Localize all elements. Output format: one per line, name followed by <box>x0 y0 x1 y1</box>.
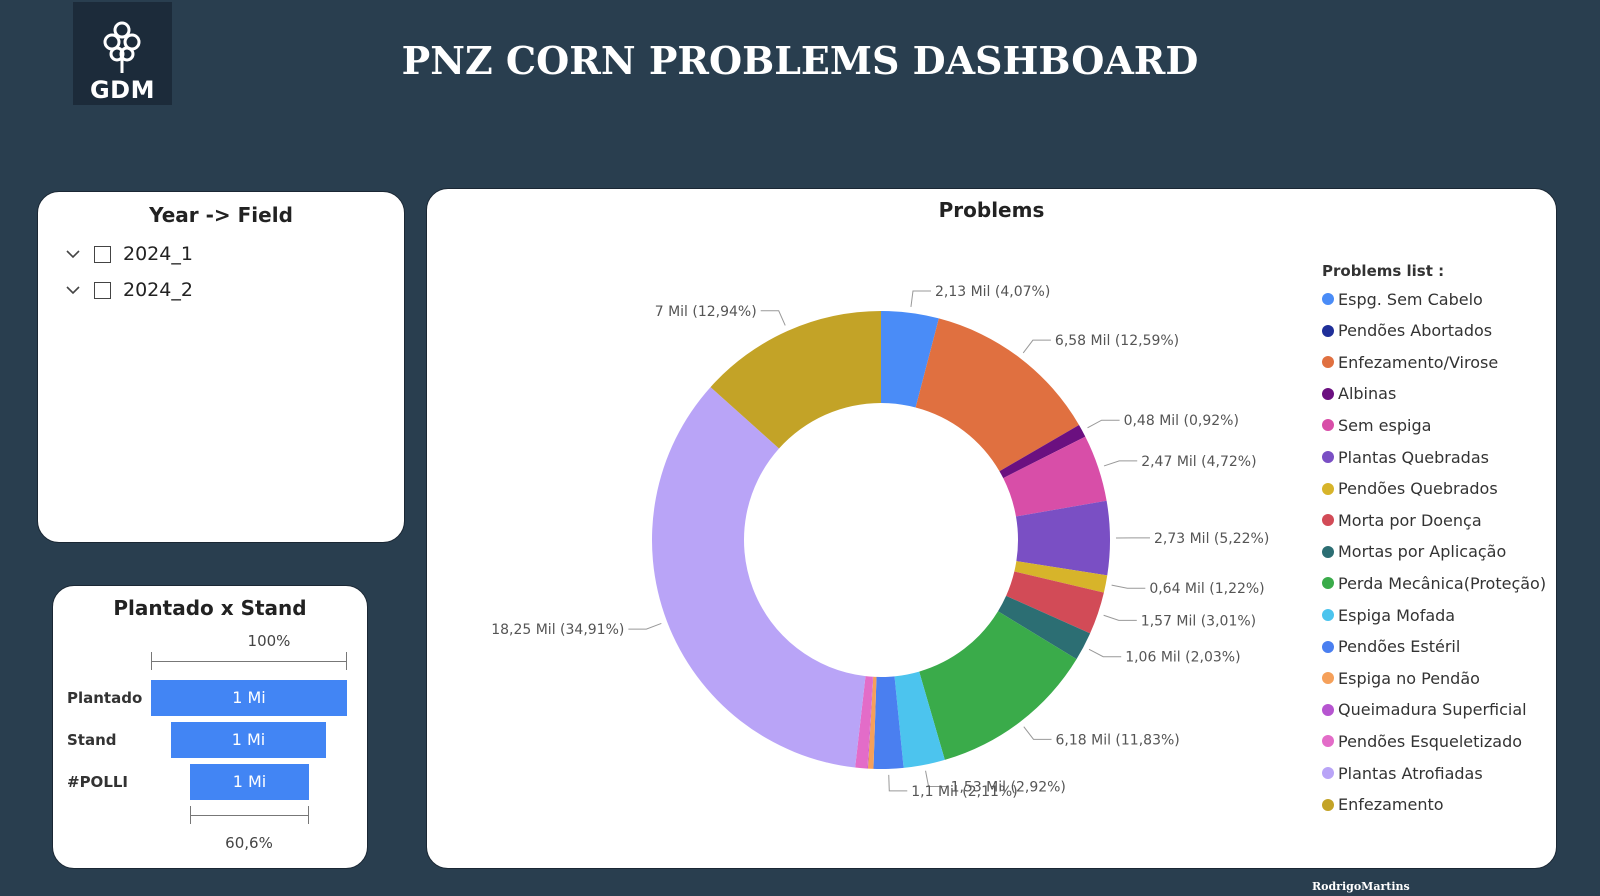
funnel-bar-plantado[interactable]: 1 Mi <box>151 680 347 716</box>
legend-item[interactable]: Morta por Doença <box>1322 509 1482 531</box>
slicer-item-label: 2024_2 <box>123 279 193 301</box>
legend-item[interactable]: Espiga no Pendão <box>1322 667 1480 689</box>
legend-item[interactable]: Pendões Esqueletizado <box>1322 730 1522 752</box>
legend-item-label: Espg. Sem Cabelo <box>1338 289 1483 309</box>
legend-item[interactable]: Enfezamento/Virose <box>1322 351 1498 373</box>
gdm-logo: GDM <box>73 2 172 105</box>
legend-dot-icon <box>1322 545 1334 558</box>
legend-dot-icon <box>1322 387 1334 400</box>
legend-item-label: Pendões Quebrados <box>1338 479 1498 499</box>
dashboard-title: PNZ CORN PROBLEMS DASHBOARD <box>401 38 1199 83</box>
funnel-label-plantado: Plantado <box>67 689 143 707</box>
legend-dot-icon <box>1322 767 1334 779</box>
legend-item-label: Espiga Mofada <box>1338 605 1456 625</box>
legend-title: Problems list : <box>1322 262 1445 280</box>
funnel-bar-stand[interactable]: 1 Mi <box>171 722 326 758</box>
legend-item[interactable]: Queimadura Superficial <box>1322 699 1527 721</box>
legend-dot-icon <box>1322 672 1334 685</box>
legend-item[interactable]: Plantas Atrofiadas <box>1322 762 1483 784</box>
funnel-top-bracket <box>151 652 347 670</box>
legend-item-label: Espiga no Pendão <box>1338 668 1480 688</box>
legend-dot-icon <box>1322 419 1334 432</box>
legend-item-label: Mortas por Aplicação <box>1338 542 1507 562</box>
legend-item[interactable]: Pendões Estéril <box>1322 636 1460 658</box>
legend-item-label: Pendões Abortados <box>1338 321 1493 341</box>
legend-item[interactable]: Albinas <box>1322 383 1396 405</box>
legend-item-label: Enfezamento/Virose <box>1338 352 1499 372</box>
legend-dot-icon <box>1322 703 1334 716</box>
funnel-label-polli: #POLLI <box>67 773 129 791</box>
chevron-down-icon[interactable] <box>64 281 82 299</box>
legend-item-label: Enfezamento <box>1338 795 1444 815</box>
legend-item[interactable]: Espg. Sem Cabelo <box>1322 288 1483 310</box>
slicer-item-2024-2[interactable]: 2024_2 <box>64 276 193 304</box>
legend-item[interactable]: Pendões Quebrados <box>1322 478 1498 500</box>
legend-item-label: Perda Mecânica(Proteção) <box>1338 573 1547 593</box>
legend-dot-icon <box>1322 451 1334 463</box>
chart-title: Problems <box>938 198 1045 222</box>
plantado-stand-funnel: Plantado x Stand 100% Plantado 1 Mi Stan… <box>52 585 368 869</box>
legend-dot-icon <box>1322 798 1334 811</box>
footer-credit: RodrigoMartins <box>1312 880 1410 893</box>
legend-dot-icon <box>1322 735 1334 748</box>
funnel-bottom-pct: 60,6% <box>225 834 273 852</box>
legend-item-label: Pendões Esqueletizado <box>1338 731 1523 751</box>
legend-item[interactable]: Sem espiga <box>1322 414 1431 436</box>
legend-item[interactable]: Plantas Quebradas <box>1322 446 1489 468</box>
legend-dot-icon <box>1322 324 1334 337</box>
legend-item[interactable]: Perda Mecânica(Proteção) <box>1322 572 1546 594</box>
legend-item[interactable]: Mortas por Aplicação <box>1322 541 1506 563</box>
legend-dot-icon <box>1322 293 1334 305</box>
chevron-down-icon[interactable] <box>64 245 82 263</box>
slicer-item-label: 2024_1 <box>123 243 193 265</box>
legend-dot-icon <box>1322 640 1334 653</box>
legend-item[interactable]: Enfezamento <box>1322 794 1444 816</box>
legend-item-label: Queimadura Superficial <box>1338 700 1527 720</box>
funnel-top-pct: 100% <box>247 632 291 650</box>
legend-dot-icon <box>1322 356 1334 369</box>
checkbox[interactable] <box>94 245 111 263</box>
slicer-item-2024-1[interactable]: 2024_1 <box>64 240 193 268</box>
funnel-label-stand: Stand <box>67 731 117 749</box>
legend-dot-icon <box>1322 577 1334 590</box>
funnel-bottom-bracket <box>190 806 309 824</box>
legend-item-label: Morta por Doença <box>1338 510 1482 530</box>
year-field-slicer: Year -> Field 2024_1 2024_2 <box>37 191 405 543</box>
legend-item-label: Albinas <box>1338 384 1397 404</box>
logo-tree-icon <box>103 21 141 73</box>
legend-item-label: Plantas Atrofiadas <box>1338 763 1483 783</box>
legend-item[interactable]: Pendões Abortados <box>1322 320 1492 342</box>
funnel-title: Plantado x Stand <box>113 596 307 620</box>
funnel-bar-polli[interactable]: 1 Mi <box>190 764 309 800</box>
logo-text: GDM <box>89 76 155 104</box>
legend-dot-icon <box>1322 609 1334 621</box>
legend-dot-icon <box>1322 482 1334 495</box>
slicer-title: Year -> Field <box>149 203 293 227</box>
legend-dot-icon <box>1322 514 1334 527</box>
legend-item-label: Pendões Estéril <box>1338 637 1461 657</box>
checkbox[interactable] <box>94 281 111 299</box>
legend-item[interactable]: Espiga Mofada <box>1322 604 1455 626</box>
legend-item-label: Sem espiga <box>1338 415 1432 435</box>
legend-item-label: Plantas Quebradas <box>1338 447 1489 467</box>
